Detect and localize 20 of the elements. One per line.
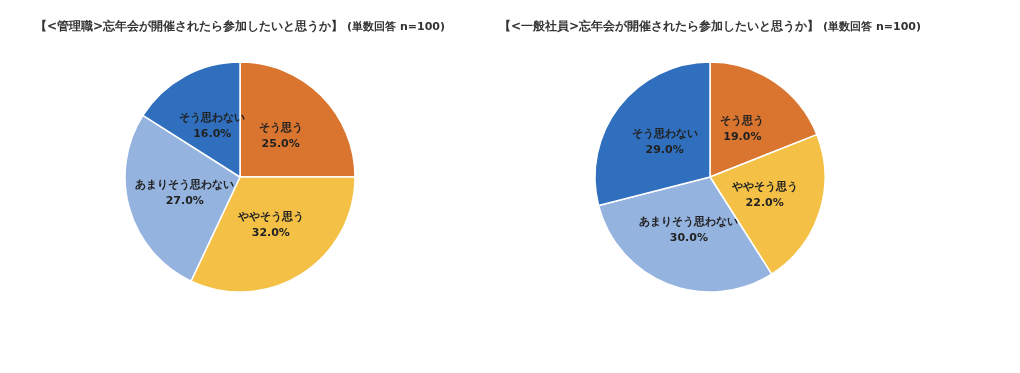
chart-title: 【<管理職>忘年会が開催されたら参加したいと思うか】 xyxy=(34,19,344,33)
slice-label: あまりそう思わない xyxy=(135,177,235,191)
data-label: 19.0% xyxy=(723,130,762,144)
data-label: 16.0% xyxy=(193,127,232,141)
slice-label: そう思わない xyxy=(179,111,246,125)
slice-label: ややそう思う xyxy=(236,210,304,224)
text: (単数回答 n=100) xyxy=(347,20,445,33)
slice-label: あまりそう思わない xyxy=(639,215,739,229)
chart-title: 【<一般社員>忘年会が開催されたら参加したいと思うか】 xyxy=(498,19,820,33)
data-label: 25.0% xyxy=(261,137,300,151)
slice-label: ややそう思う xyxy=(730,179,798,193)
data-label: 29.0% xyxy=(645,142,684,156)
slice-label: そう思う xyxy=(258,121,303,135)
data-label: 27.0% xyxy=(165,193,204,207)
data-label: 32.0% xyxy=(251,226,290,240)
data-label: 30.0% xyxy=(669,231,708,245)
slice-label: そう思う xyxy=(720,114,765,128)
text: (単数回答 n=100) xyxy=(823,20,921,33)
slice-label: そう思わない xyxy=(631,126,698,140)
data-label: 22.0% xyxy=(745,195,784,209)
